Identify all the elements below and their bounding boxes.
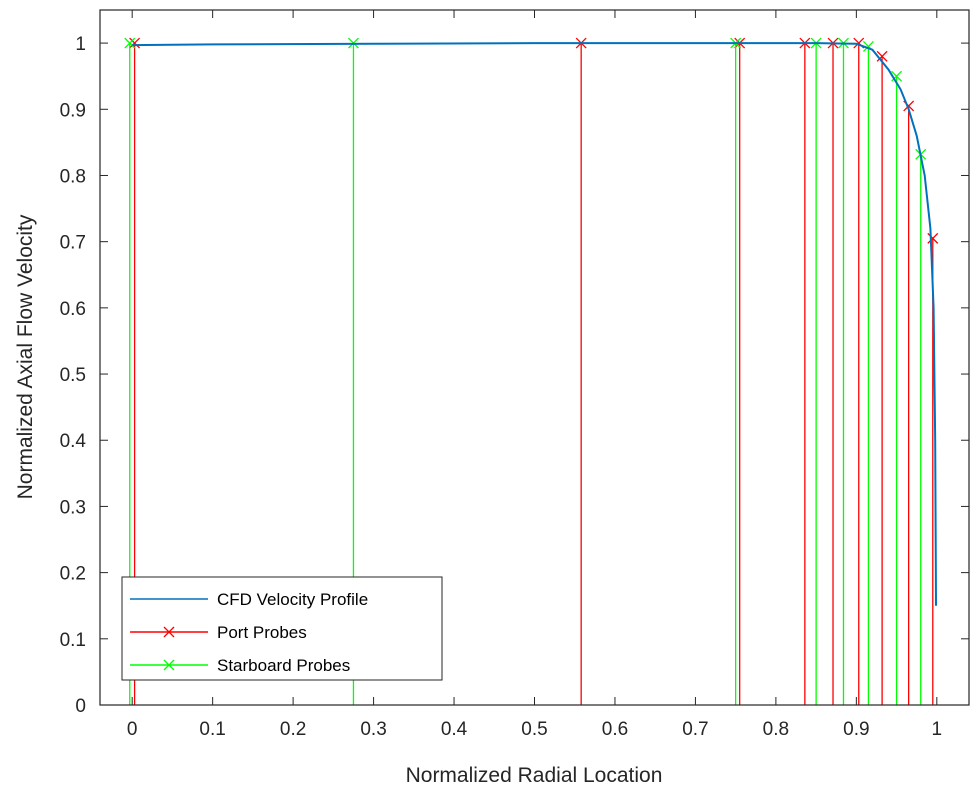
y-tick-label: 0.3	[60, 497, 86, 518]
x-tick-label: 0	[127, 719, 138, 740]
legend-label: Port Probes	[217, 623, 307, 642]
legend-label: Starboard Probes	[217, 656, 350, 675]
x-tick-label: 0.2	[280, 719, 306, 740]
marker-stroke	[891, 70, 903, 82]
x-tick-label: 0.4	[441, 719, 468, 740]
x-tick-label: 0.7	[682, 719, 708, 740]
y-tick-label: 1	[75, 34, 86, 55]
y-tick-label: 0	[75, 696, 86, 717]
legend-label: CFD Velocity Profile	[217, 590, 368, 609]
x-tick-label: 0.6	[602, 719, 628, 740]
data-point-marker	[129, 37, 141, 49]
axes-layer	[99, 9, 970, 706]
x-tick-label: 0.3	[360, 719, 386, 740]
data-point-marker	[891, 70, 903, 82]
series-line	[132, 42, 937, 606]
y-tick-label: 0.7	[60, 233, 86, 254]
marker-stroke	[853, 37, 865, 49]
marker-stroke	[876, 50, 888, 62]
y-tick-labels: 0 0.1 0.2 0.3 0.4 0.5 0.6 0.7 0.8 0.9 1	[60, 34, 87, 717]
data-point-marker	[927, 232, 939, 244]
legend: CFD Velocity Profile Port Probes Starboard…	[121, 576, 443, 681]
x-axis-label: Normalized Radial Location	[406, 764, 663, 787]
x-tick-label: 0.9	[843, 719, 869, 740]
y-tick-label: 0.4	[60, 431, 87, 452]
x-tick-label: 0.5	[521, 719, 547, 740]
x-tick-label: 0.1	[199, 719, 225, 740]
legend-entry: Port Probes	[130, 623, 307, 642]
y-tick-label: 0.6	[60, 299, 86, 320]
legend-entry: Starboard Probes	[130, 656, 350, 675]
legend-marker	[163, 659, 175, 671]
legend-marker	[163, 626, 175, 638]
marker-stroke	[862, 40, 874, 52]
y-tick-label: 0.5	[60, 365, 86, 386]
y-tick-label: 0.8	[60, 166, 86, 187]
x-tick-label: 1	[932, 719, 943, 740]
marker-stroke	[124, 37, 136, 49]
y-tick-label: 0.2	[60, 564, 86, 585]
legend-box	[121, 576, 443, 681]
x-tick-label: 0.8	[763, 719, 789, 740]
data-point-marker	[876, 50, 888, 62]
marker-stroke	[129, 37, 141, 49]
y-tick-label: 0.9	[60, 100, 86, 121]
y-tick-label: 0.1	[60, 630, 86, 651]
marker-stroke	[927, 232, 939, 244]
series-1	[129, 37, 939, 705]
x-tick-labels: 0 0.1 0.2 0.3 0.4 0.5 0.6 0.7 0.8 0.9 1	[127, 719, 942, 740]
data-point-marker	[124, 37, 136, 49]
legend-entry: CFD Velocity Profile	[130, 590, 368, 609]
legend-items: CFD Velocity Profile Port Probes Starboard…	[130, 590, 368, 675]
marker-stroke	[903, 100, 915, 112]
y-axis-label: Normalized Axial Flow Velocity	[14, 214, 37, 499]
